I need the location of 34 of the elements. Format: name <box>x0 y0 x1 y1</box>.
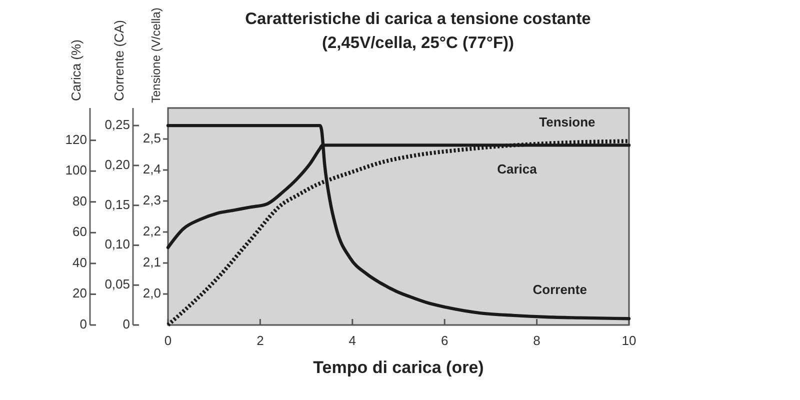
x-tick-label: 0 <box>164 333 172 348</box>
series-label: Tensione <box>539 114 596 130</box>
y2-tick-label: 0 <box>122 316 130 332</box>
y-tick-label: 2,2 <box>142 223 161 238</box>
y2-tick-label: 0,15 <box>104 196 130 212</box>
y-tick-label: 2,0 <box>142 285 161 300</box>
chart-subtitle: (2,45V/cella, 25°C (77°F)) <box>322 34 514 52</box>
y2-tick-label: 0,25 <box>104 116 130 132</box>
x-tick-label: 10 <box>622 333 636 348</box>
y3-tick-label: 40 <box>72 254 87 270</box>
y2-tick-label: 0,10 <box>104 236 130 252</box>
y3-tick-label: 100 <box>65 162 87 178</box>
y3-tick-label: 60 <box>72 224 87 240</box>
y3-axis-title: Carica (%) <box>68 40 84 101</box>
y3-tick-label: 20 <box>72 286 87 301</box>
x-axis-title: Tempo di carica (ore) <box>313 358 484 377</box>
x-tick-label: 8 <box>533 333 540 348</box>
x-tick-label: 6 <box>440 333 448 348</box>
y3-tick-label: 120 <box>65 132 87 147</box>
y2-tick-label: 0,20 <box>104 156 130 172</box>
y-tick-label: 2,4 <box>142 161 161 176</box>
x-tick-label: 2 <box>256 333 264 348</box>
y3-tick-label: 0 <box>80 316 87 332</box>
chart-title: Caratteristiche di carica a tensione costante <box>245 10 591 28</box>
series-label: Carica <box>497 162 538 177</box>
y-tick-label: 2,5 <box>142 130 161 146</box>
series-label: Corrente <box>532 282 587 297</box>
x-tick-label: 4 <box>348 333 356 348</box>
y3-tick-label: 80 <box>72 193 87 208</box>
y-tick-label: 2,1 <box>142 254 161 270</box>
y2-tick-label: 0,05 <box>104 276 130 292</box>
y-tick-label: 2,3 <box>142 192 161 208</box>
y2-axis-title: Corrente (CA) <box>111 20 126 101</box>
y-axis-title: Tensione (V/cella) <box>149 8 164 103</box>
